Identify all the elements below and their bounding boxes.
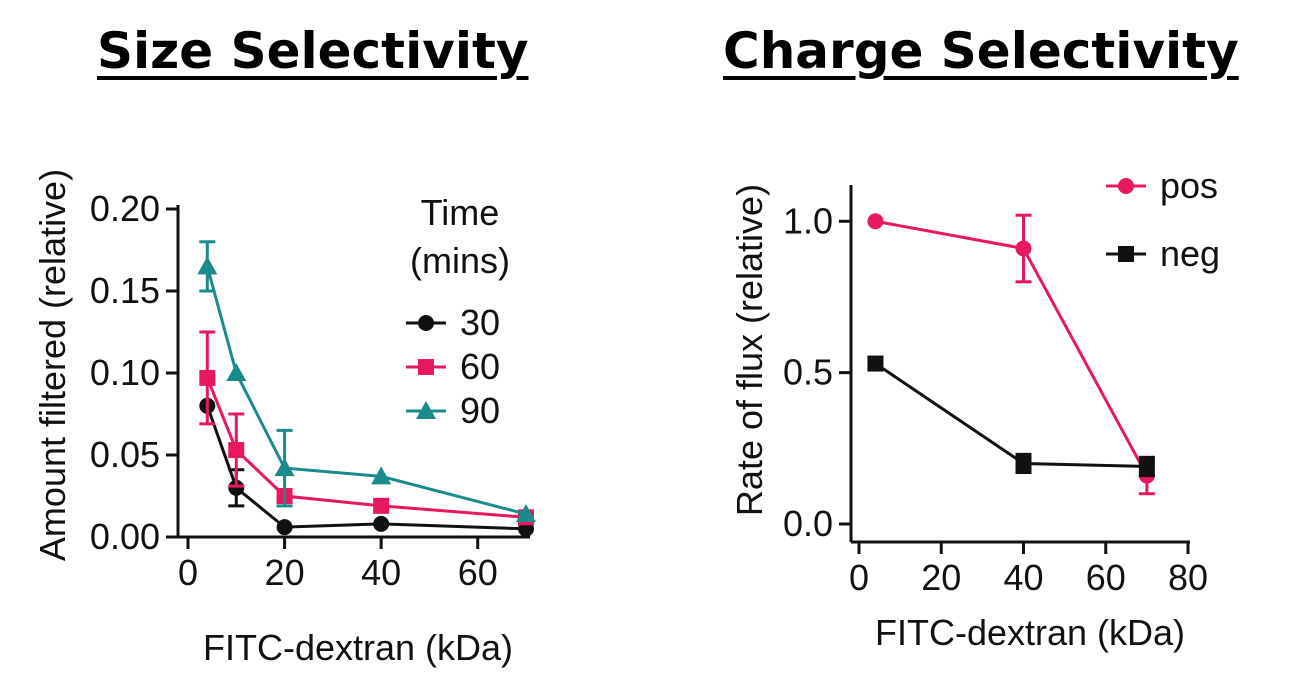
right-y-axis-label: Rate of flux (relative) [729, 184, 770, 516]
size-legend-marker-60 [418, 359, 434, 375]
size-legend-marker-30 [418, 315, 434, 331]
charge-data-point-neg [1015, 455, 1032, 472]
charge-data-point-neg [867, 355, 884, 372]
charge-legend-label-neg: neg [1160, 233, 1220, 274]
charge-y-tick-label: 0.0 [783, 503, 833, 544]
size-y-tick-label: 0.00 [90, 516, 160, 557]
charge-x-tick-label: 80 [1168, 557, 1208, 598]
charge-data-point-pos [1015, 240, 1032, 257]
charge-series-line-pos [875, 219, 1149, 477]
charge-data-point-neg [1138, 458, 1155, 475]
size-data-point-30 [228, 479, 245, 496]
charge-data-point-pos [867, 213, 884, 230]
size-data-point-60 [228, 442, 245, 459]
size-legend-marker-90 [416, 401, 436, 419]
charge-legend-marker-pos [1118, 178, 1134, 194]
left-legend-title-line1: Time [421, 192, 500, 233]
charge-x-tick-label: 40 [1003, 557, 1043, 598]
right-x-axis-label: FITC-dextran (kDa) [875, 612, 1185, 653]
charge-y-tick-label: 0.5 [783, 352, 833, 393]
charge-series-line-neg [874, 362, 1147, 468]
size-y-tick-label: 0.15 [90, 270, 160, 311]
size-x-tick-label: 0 [178, 552, 198, 593]
size-legend-label-60: 60 [460, 346, 500, 387]
size-y-tick-label: 0.05 [90, 434, 160, 475]
charge-x-tick-label: 60 [1086, 557, 1126, 598]
charge-selectivity-title: Charge Selectivity [723, 22, 1239, 80]
size-data-point-90 [226, 363, 247, 381]
size-data-point-60 [199, 369, 216, 386]
left-x-axis-label: FITC-dextran (kDa) [203, 627, 513, 668]
size-data-point-30 [276, 519, 293, 536]
charge-x-tick-label: 0 [849, 557, 869, 598]
size-data-point-90 [371, 466, 392, 485]
charge-legend-marker-neg [1118, 246, 1134, 262]
size-x-tick-label: 20 [265, 552, 305, 593]
size-data-point-60 [373, 497, 390, 514]
size-legend-label-30: 30 [460, 302, 500, 343]
size-x-tick-label: 40 [361, 552, 401, 593]
size-data-point-90 [197, 256, 218, 275]
size-y-tick-label: 0.10 [90, 352, 160, 393]
charge-y-tick-label: 1.0 [783, 200, 833, 241]
charge-x-tick-label: 20 [921, 557, 961, 598]
size-y-tick-label: 0.20 [90, 188, 160, 229]
size-selectivity-title: Size Selectivity [97, 22, 529, 80]
size-data-point-30 [373, 515, 390, 532]
charge-selectivity-plot: 0.0 0.5 1.0 0 20 40 60 80 pos neg [783, 165, 1220, 598]
left-legend-title-line2: (mins) [410, 240, 510, 281]
size-data-point-90 [516, 504, 536, 523]
left-y-axis-label: Amount filtered (relative) [32, 169, 73, 561]
size-x-tick-label: 60 [458, 552, 498, 593]
size-legend-label-90: 90 [460, 390, 500, 431]
size-data-point-90 [274, 458, 295, 477]
charge-legend-label-pos: pos [1160, 165, 1218, 206]
